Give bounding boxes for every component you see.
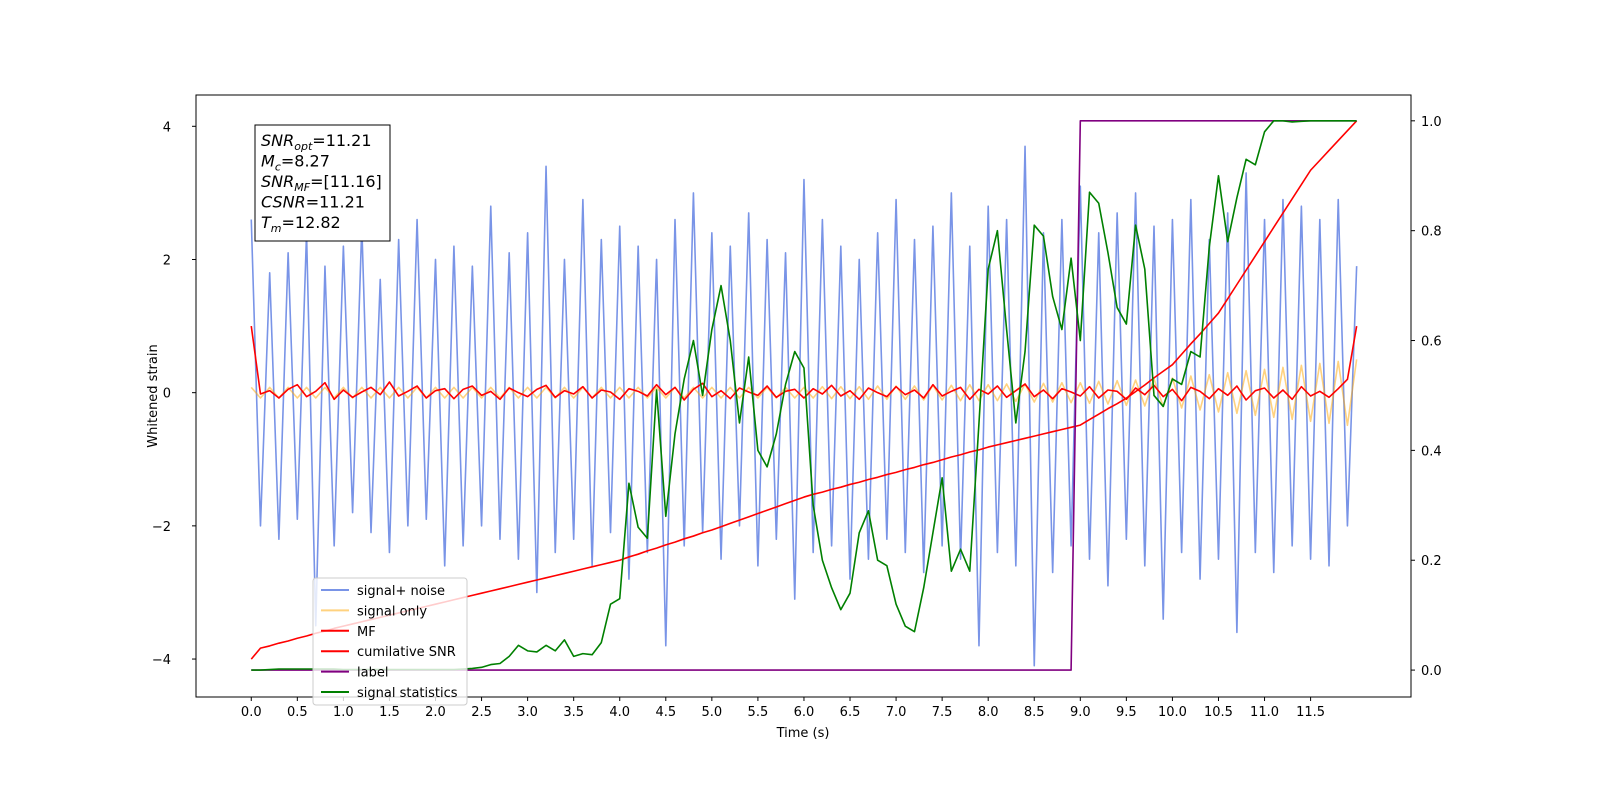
stats-value: =12.82 xyxy=(282,213,341,232)
legend-frame xyxy=(312,577,468,706)
x-tick-label: 5.0 xyxy=(702,705,723,720)
stats-value: =11.21 xyxy=(306,193,365,212)
legend: signal+ noise signal only MF cumilative SNR… xyxy=(312,577,468,706)
x-tick-label: 8.5 xyxy=(1024,705,1045,720)
stats-line: SNRopt=11.21 xyxy=(261,131,372,153)
x-tick-label: 3.0 xyxy=(517,705,538,720)
x-tick-label: 4.5 xyxy=(655,705,676,720)
x-tick-label: 9.5 xyxy=(1116,705,1137,720)
stats-line: Mc=8.27 xyxy=(261,152,330,174)
stats-subscript: opt xyxy=(294,140,313,153)
stats-value: =8.27 xyxy=(281,152,330,171)
stats-value: =11.21 xyxy=(312,131,371,150)
x-tick-label: 7.0 xyxy=(886,705,907,720)
x-tick-label: 7.5 xyxy=(932,705,953,720)
x-tick-label: 6.5 xyxy=(840,705,861,720)
legend-label: signal statistics xyxy=(357,686,458,701)
y2-tick-label: 0.8 xyxy=(1421,225,1442,240)
legend-label: MF xyxy=(357,625,376,640)
stats-name: M xyxy=(261,152,275,171)
legend-label: signal only xyxy=(357,604,427,619)
y2-tick-label: 1.0 xyxy=(1421,115,1442,130)
x-tick-label: 1.5 xyxy=(379,705,400,720)
y-tick-label: 2 xyxy=(163,253,171,268)
axes-frame xyxy=(195,94,1412,698)
stats-value: =[11.16] xyxy=(310,172,382,191)
x-tick-label: 11.0 xyxy=(1250,705,1279,720)
x-tick-label: 11.5 xyxy=(1296,705,1325,720)
x-tick-label: 2.0 xyxy=(425,705,446,720)
y-axis-label: Whitened strain xyxy=(146,344,161,447)
stats-name: SNR xyxy=(261,172,294,191)
legend-label: cumilative SNR xyxy=(357,645,456,660)
series-line xyxy=(250,145,1358,667)
x-tick-label: 2.5 xyxy=(471,705,492,720)
series-line xyxy=(250,359,1358,427)
y2-tick-label: 0.4 xyxy=(1421,444,1442,459)
y2-tick-label: 0.0 xyxy=(1421,664,1442,679)
stats-subscript: MF xyxy=(294,181,310,194)
x-tick-label: 10.0 xyxy=(1158,705,1187,720)
stats-box: SNRopt=11.21Mc=8.27SNRMF=[11.16]CSNR=11.… xyxy=(254,124,391,242)
stats-line: Tm=12.82 xyxy=(261,213,341,235)
stats-subscript: m xyxy=(271,222,282,235)
y-tick-label: 4 xyxy=(163,120,171,135)
x-tick-label: 0.5 xyxy=(287,705,308,720)
legend-label: label xyxy=(357,666,388,681)
stats-line: CSNR=11.21 xyxy=(261,193,365,212)
x-tick-label: 6.0 xyxy=(794,705,815,720)
stats-name: T xyxy=(261,213,272,232)
x-tick-label: 1.0 xyxy=(333,705,354,720)
y-tick-label: −2 xyxy=(152,520,171,535)
stats-subscript: c xyxy=(275,161,281,174)
stats-name: SNR xyxy=(261,131,294,150)
x-tick-label: 0.0 xyxy=(241,705,262,720)
y-tick-label: 0 xyxy=(163,387,171,402)
x-tick-label: 4.0 xyxy=(609,705,630,720)
stats-name: CSNR xyxy=(261,193,306,212)
x-tick-label: 8.0 xyxy=(978,705,999,720)
stats-line: SNRMF=[11.16] xyxy=(261,172,382,194)
x-tick-label: 9.0 xyxy=(1070,705,1091,720)
x-axis-label: Time (s) xyxy=(776,726,830,741)
x-tick-label: 3.5 xyxy=(563,705,584,720)
y2-tick-label: 0.6 xyxy=(1421,335,1442,350)
legend-label: signal+ noise xyxy=(357,584,445,599)
stats-box-frame xyxy=(254,124,391,242)
series-line xyxy=(250,325,1358,402)
y2-tick-label: 0.2 xyxy=(1421,554,1442,569)
x-tick-label: 5.5 xyxy=(748,705,769,720)
x-tick-label: 10.5 xyxy=(1204,705,1233,720)
y-tick-label: −4 xyxy=(152,653,171,668)
